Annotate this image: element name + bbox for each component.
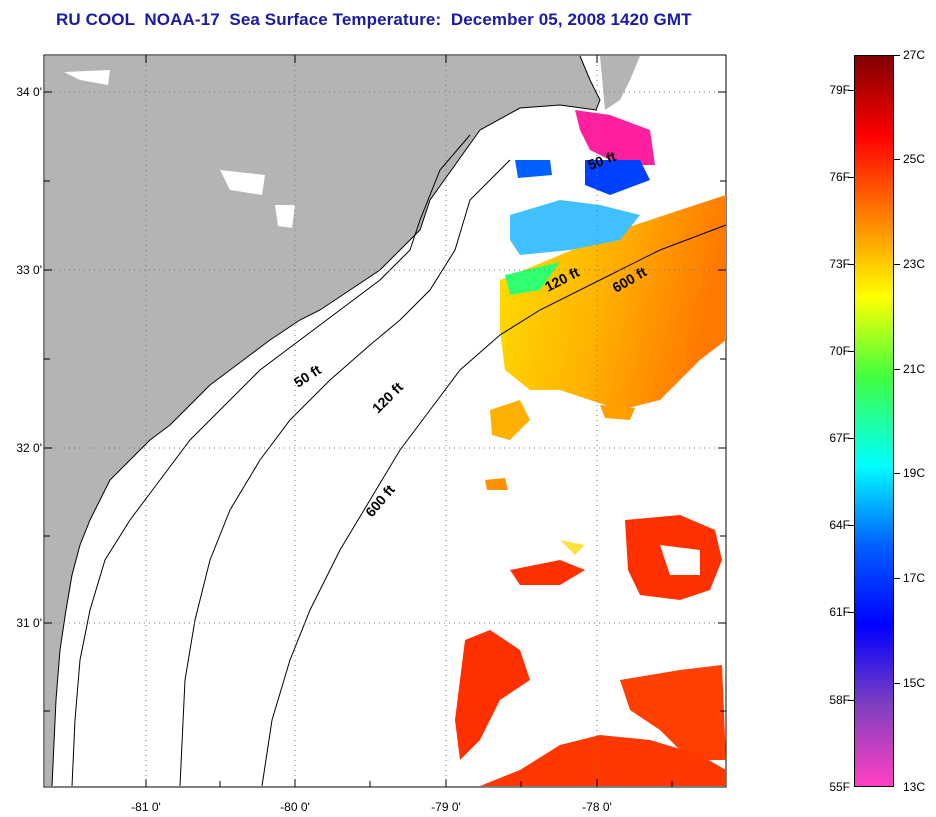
colorbar-f-label: 61F bbox=[829, 605, 850, 619]
land-mass bbox=[45, 56, 600, 786]
lon-label: -81 0' bbox=[131, 800, 161, 814]
colorbar-f-label: 67F bbox=[829, 431, 850, 445]
colorbar-tick bbox=[894, 578, 900, 579]
colorbar-tick bbox=[848, 90, 854, 91]
colorbar-tick bbox=[848, 264, 854, 265]
colorbar-c-label: 17C bbox=[903, 571, 926, 585]
colorbar-c-label: 21C bbox=[903, 362, 926, 376]
colorbar-tick bbox=[848, 351, 854, 352]
colorbar-f-label: 58F bbox=[829, 693, 850, 707]
colorbar-c-label: 23C bbox=[903, 257, 926, 271]
colorbar-c-label: 15C bbox=[903, 676, 926, 690]
lat-label: 33 0' bbox=[16, 263, 42, 277]
lon-label: -80 0' bbox=[280, 800, 310, 814]
colorbar-tick bbox=[848, 612, 854, 613]
colorbar-tick bbox=[894, 369, 900, 370]
coastline bbox=[51, 55, 601, 787]
colorbar-tick bbox=[848, 700, 854, 701]
colorbar-c-label: 13C bbox=[903, 780, 926, 794]
frame-ticks bbox=[44, 55, 726, 787]
lat-label: 34 0' bbox=[16, 85, 42, 99]
colorbar-tick bbox=[848, 525, 854, 526]
lat-label: 32 0' bbox=[16, 441, 42, 455]
sst-data bbox=[455, 110, 726, 786]
colorbar-f-label: 64F bbox=[829, 518, 850, 532]
colorbar-f-label: 73F bbox=[829, 257, 850, 271]
colorbar-c-label: 27C bbox=[903, 48, 926, 62]
colorbar-tick bbox=[894, 159, 900, 160]
colorbar-f-label: 76F bbox=[829, 170, 850, 184]
colorbar-f-label: 70F bbox=[829, 344, 850, 358]
isobath-lines bbox=[71, 134, 727, 787]
colorbar-tick bbox=[848, 177, 854, 178]
colorbar-f-label: 79F bbox=[829, 83, 850, 97]
colorbar-f-label: 55F bbox=[829, 780, 850, 794]
colorbar-c-label: 19C bbox=[903, 466, 926, 480]
colorbar-tick bbox=[894, 264, 900, 265]
colorbar-tick bbox=[894, 55, 900, 56]
land-northeast bbox=[600, 56, 640, 110]
lake bbox=[64, 70, 295, 228]
graticule bbox=[44, 55, 726, 787]
color-scale-bar bbox=[854, 55, 894, 787]
colorbar-tick bbox=[894, 683, 900, 684]
map-title: RU COOL NOAA-17 Sea Surface Temperature:… bbox=[56, 10, 692, 29]
lon-label: -79 0' bbox=[431, 800, 461, 814]
lat-label: 31 0' bbox=[16, 616, 42, 630]
lon-label: -78 0' bbox=[582, 800, 612, 814]
colorbar-tick bbox=[848, 438, 854, 439]
colorbar-tick bbox=[894, 473, 900, 474]
colorbar-c-label: 25C bbox=[903, 152, 926, 166]
